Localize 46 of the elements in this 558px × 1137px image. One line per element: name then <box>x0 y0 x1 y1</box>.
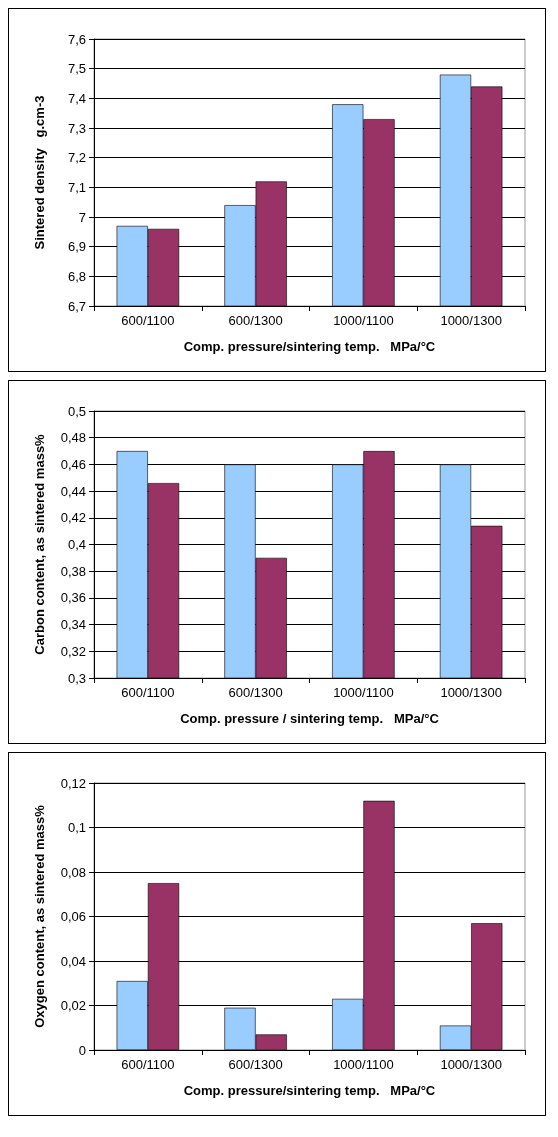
y-tick-label: 0,5 <box>67 403 86 419</box>
y-axis-title: Carbon content, as sintered mass% <box>32 433 47 655</box>
x-tick-label: 600/1100 <box>121 313 175 328</box>
y-tick-label: 0,02 <box>60 998 86 1013</box>
y-tick-label: 0,48 <box>60 430 86 446</box>
y-tick-label: 7,1 <box>67 179 86 195</box>
x-tick-label: 1000/1100 <box>333 685 394 700</box>
y-tick-label: 7,4 <box>67 90 86 106</box>
y-tick-label: 7 <box>78 209 86 225</box>
y-tick-label: 0 <box>78 1042 86 1058</box>
y-tick-label: 0,12 <box>60 775 86 791</box>
y-tick-label: 0,34 <box>60 617 86 633</box>
y-axis-title: Sintered density g.cm-3 <box>32 95 47 250</box>
x-tick-label: 1000/1100 <box>333 1057 394 1072</box>
x-tick-label: 600/1300 <box>228 1057 283 1072</box>
x-tick-label: 1000/1300 <box>440 685 502 700</box>
y-tick-label: 0,1 <box>67 820 86 835</box>
y-tick-label: 7,6 <box>67 31 86 47</box>
y-tick-label: 0,36 <box>60 590 86 606</box>
y-tick-label: 6,8 <box>67 268 86 284</box>
y-tick-label: 6,7 <box>67 298 86 314</box>
y-tick-label: 0,42 <box>60 510 86 526</box>
y-tick-label: 7,2 <box>67 150 86 166</box>
x-tick-label: 600/1100 <box>121 1057 175 1072</box>
y-tick-label: 0,06 <box>60 909 86 924</box>
y-tick-label: 0,04 <box>60 953 86 969</box>
y-tick-label: 0,46 <box>60 456 86 472</box>
y-tick-label: 6,9 <box>67 239 86 255</box>
x-tick-label: 1000/1300 <box>440 1057 502 1072</box>
x-axis-title: Comp. pressure/sintering temp. MPa/°C <box>183 1083 436 1098</box>
x-tick-label: 1000/1300 <box>440 313 502 328</box>
y-tick-label: 0,3 <box>67 670 86 686</box>
y-tick-label: 0,44 <box>60 483 86 499</box>
y-tick-label: 0,08 <box>60 864 86 880</box>
y-tick-label: 7,3 <box>67 120 86 136</box>
y-axis-title: Oxygen content, as sintered mass% <box>32 804 47 1028</box>
y-tick-label: 0,4 <box>67 537 86 552</box>
x-axis-title: Comp. pressure / sintering temp. MPa/°C <box>180 711 440 726</box>
x-tick-label: 600/1300 <box>228 685 283 700</box>
x-tick-label: 600/1300 <box>228 313 283 328</box>
x-tick-label: 1000/1100 <box>333 313 394 328</box>
y-tick-label: 0,32 <box>60 643 86 659</box>
y-tick-label: 0,38 <box>60 563 86 579</box>
x-axis-title: Comp. pressure/sintering temp. MPa/°C <box>183 339 436 354</box>
x-tick-label: 600/1100 <box>121 685 175 700</box>
y-tick-label: 7,5 <box>67 61 86 77</box>
